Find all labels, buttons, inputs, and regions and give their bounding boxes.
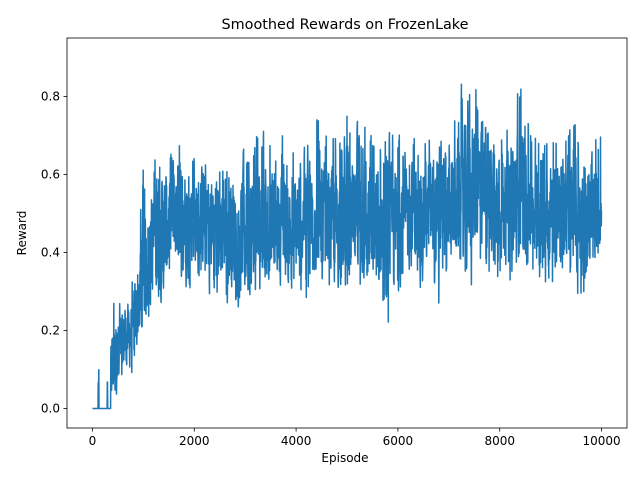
y-tick-label: 0.6 [41,168,60,182]
x-tick-label: 10000 [582,434,620,448]
x-tick-label: 2000 [179,434,210,448]
y-tick-label: 0.0 [41,402,60,416]
x-tick-label: 4000 [281,434,312,448]
x-tick-label: 6000 [383,434,414,448]
y-tick-label: 0.8 [41,90,60,104]
x-tick-label: 8000 [484,434,515,448]
y-tick-label: 0.2 [41,324,60,338]
chart-title: Smoothed Rewards on FrozenLake [222,17,469,33]
x-axis-title: Episode [321,451,368,465]
y-axis-title: Reward [15,211,29,256]
axes-frame [66,37,628,429]
x-tick-label: 0 [89,434,97,448]
reward-series-line [91,83,603,410]
plot-area [66,37,628,429]
y-axis-ticks: 0.0 0.2 0.4 0.6 0.8 [41,90,67,416]
y-tick-label: 0.4 [41,246,60,260]
x-axis-ticks: 0 2000 4000 6000 8000 10000 [89,428,621,448]
line-layer [91,83,603,410]
